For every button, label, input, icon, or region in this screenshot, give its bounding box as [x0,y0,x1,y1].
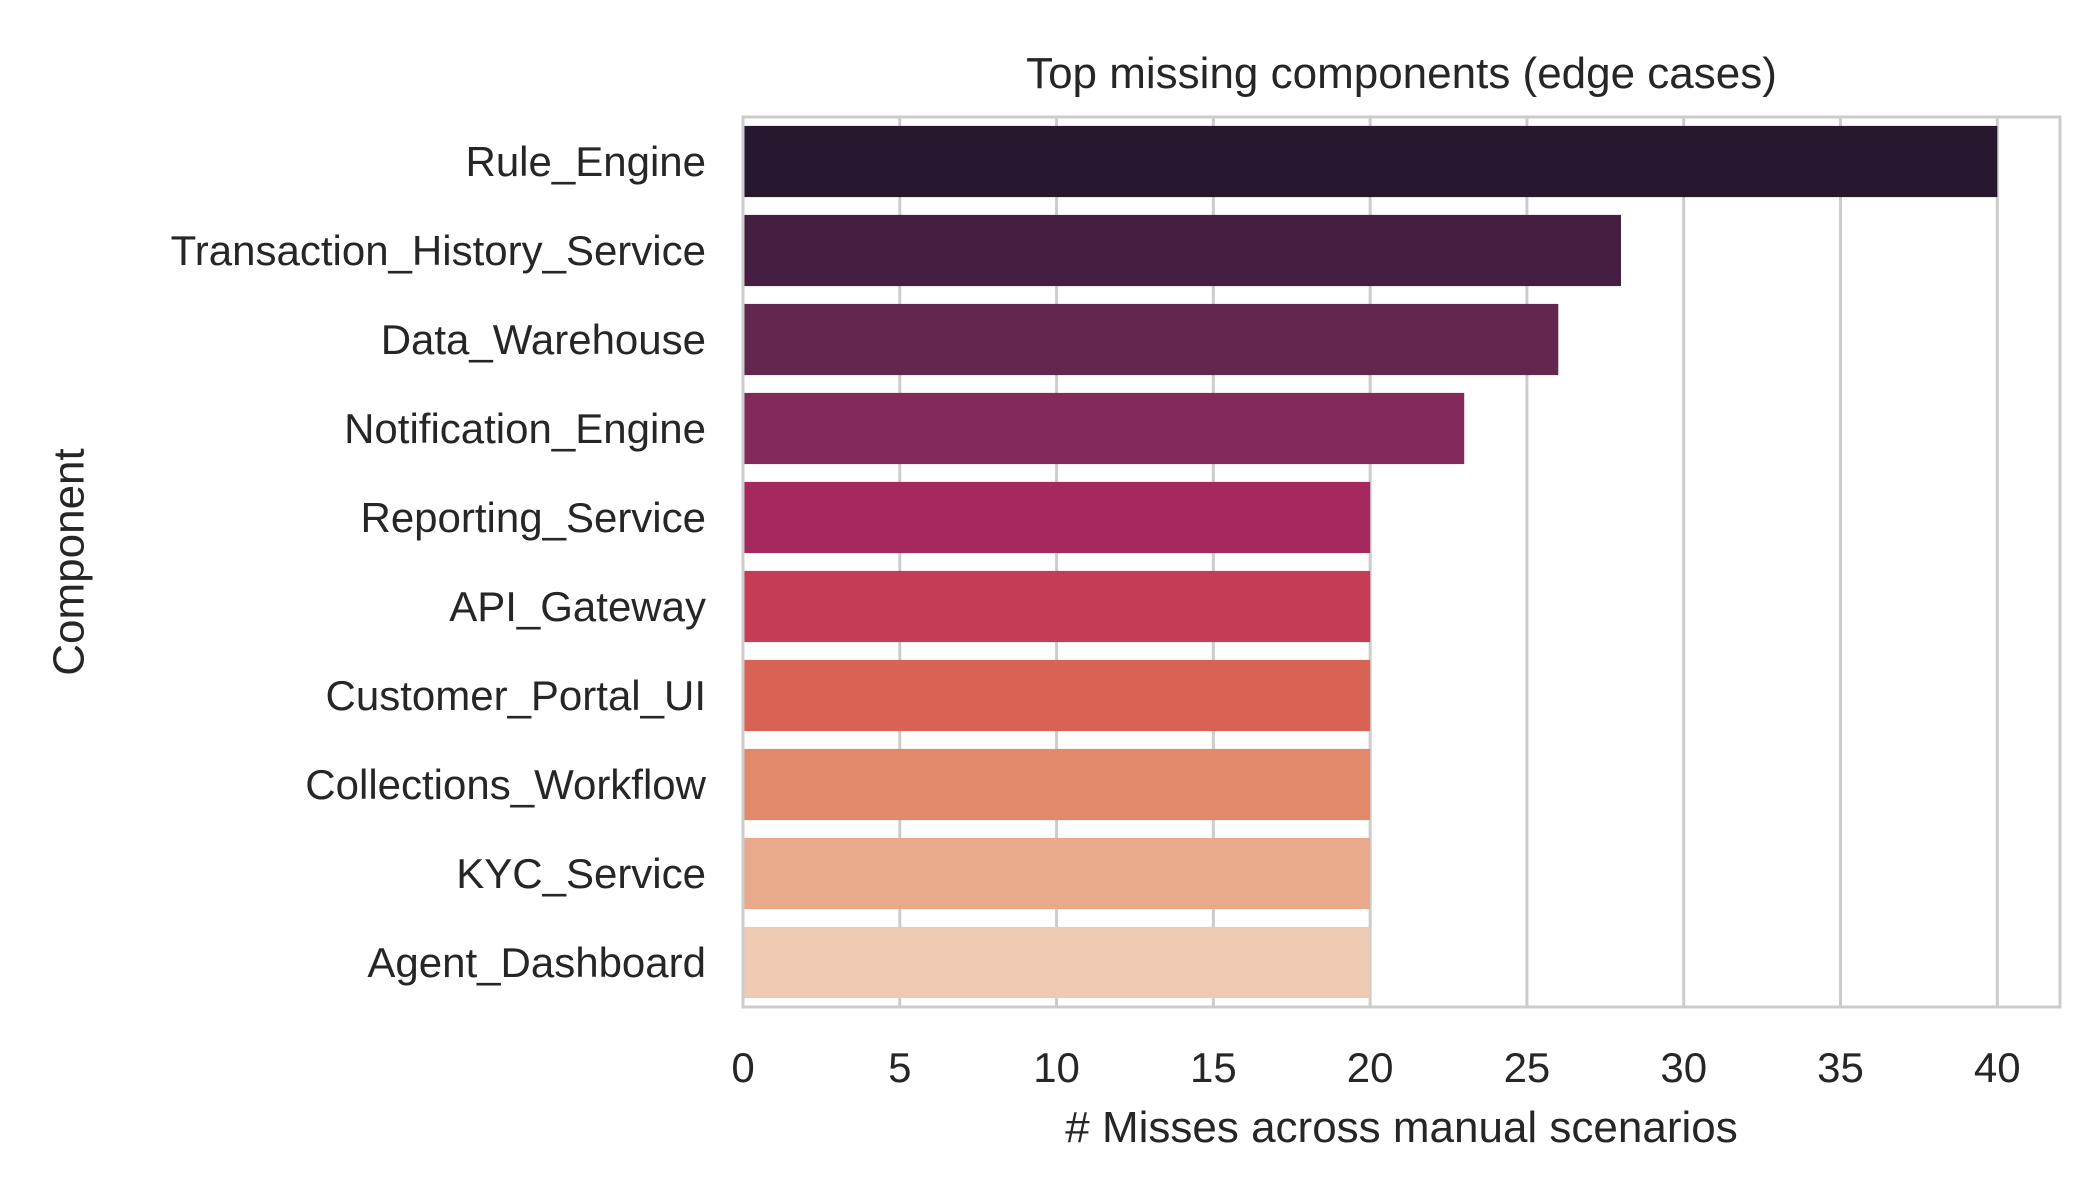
x-tick-label-20: 20 [1347,1044,1394,1091]
bar-customer-portal-ui [743,659,1371,732]
bar-api-gateway [743,570,1371,643]
bar-notification-engine [743,392,1465,465]
y-tick-label-api-gateway: API_Gateway [449,583,706,630]
y-tick-labels: Rule_Engine Transaction_History_Service Da… [171,138,707,986]
x-tick-label-0: 0 [731,1044,754,1091]
y-tick-label-kyc-service: KYC_Service [456,850,706,897]
bar-rule-engine [743,125,1998,198]
y-tick-label-transaction-history-service: Transaction_History_Service [171,227,706,274]
bar-kyc-service [743,837,1371,910]
chart-title: Top missing components (edge cases) [1026,49,1777,98]
bar-data-warehouse [743,303,1559,376]
x-tick-label-25: 25 [1504,1044,1551,1091]
bar-collections-workflow [743,748,1371,821]
y-tick-label-notification-engine: Notification_Engine [344,405,706,452]
bars [743,125,1998,999]
x-tick-label-30: 30 [1660,1044,1707,1091]
x-tick-label-10: 10 [1033,1044,1080,1091]
y-axis-label: Component [45,448,94,675]
x-tick-label-15: 15 [1190,1044,1237,1091]
x-tick-label-35: 35 [1817,1044,1864,1091]
y-tick-label-reporting-service: Reporting_Service [360,494,706,541]
y-tick-label-rule-engine: Rule_Engine [465,138,706,185]
y-tick-label-agent-dashboard: Agent_Dashboard [367,939,706,986]
y-tick-label-data-warehouse: Data_Warehouse [381,316,706,363]
bar-transaction-history-service [743,214,1621,287]
bar-agent-dashboard [743,926,1371,999]
x-tick-label-5: 5 [888,1044,911,1091]
bar-reporting-service [743,481,1371,554]
x-tick-label-40: 40 [1974,1044,2021,1091]
plot-frame [741,115,2062,1009]
y-tick-label-customer-portal-ui: Customer_Portal_UI [326,672,706,719]
x-tick-labels: 0 5 10 15 20 25 30 35 40 [731,1044,2020,1091]
x-axis-label: # Misses across manual scenarios [1065,1103,1737,1152]
y-tick-label-collections-workflow: Collections_Workflow [305,761,706,808]
